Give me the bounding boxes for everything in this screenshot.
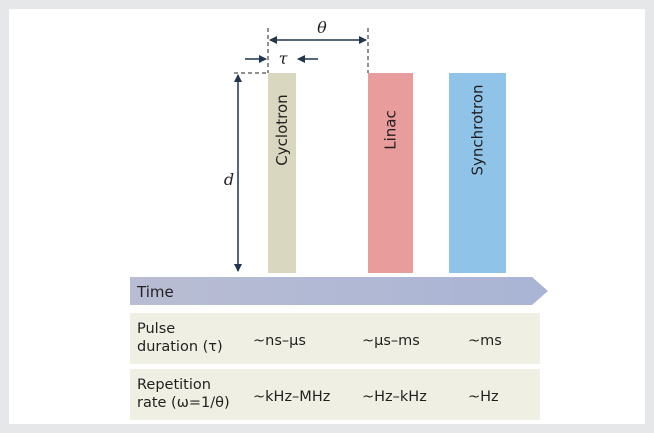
bar-label: Linac	[382, 110, 400, 149]
row-header: Repetition	[137, 377, 211, 393]
d-symbol: d	[224, 170, 234, 189]
row-header: Pulse	[137, 321, 175, 337]
table: Pulse duration (τ) ~ns–µs ~µs–ms ~ms Repetiti…	[130, 313, 540, 420]
table-cell: ~Hz–kHz	[362, 389, 427, 405]
table-row	[130, 369, 540, 420]
bar-label: Cyclotron	[273, 94, 291, 165]
table-cell: ~ns–µs	[253, 333, 306, 349]
bar	[268, 73, 296, 273]
bar	[368, 73, 413, 273]
bars: Cyclotron Linac Synchrotron	[268, 73, 506, 273]
table-cell: ~ms	[468, 333, 502, 349]
bar	[449, 73, 506, 273]
bar-label: Synchrotron	[469, 84, 487, 175]
row-header: duration (τ)	[137, 339, 223, 355]
row-header: rate (ω=1/θ)	[137, 395, 230, 411]
table-row	[130, 313, 540, 364]
table-cell: ~µs–ms	[362, 333, 420, 349]
table-cell: ~kHz–MHz	[253, 389, 330, 405]
theta-symbol: θ	[317, 18, 327, 37]
time-arrow	[130, 277, 548, 305]
table-cell: ~Hz	[468, 389, 499, 405]
tau-symbol: τ	[279, 49, 289, 68]
time-label: Time	[136, 283, 174, 301]
